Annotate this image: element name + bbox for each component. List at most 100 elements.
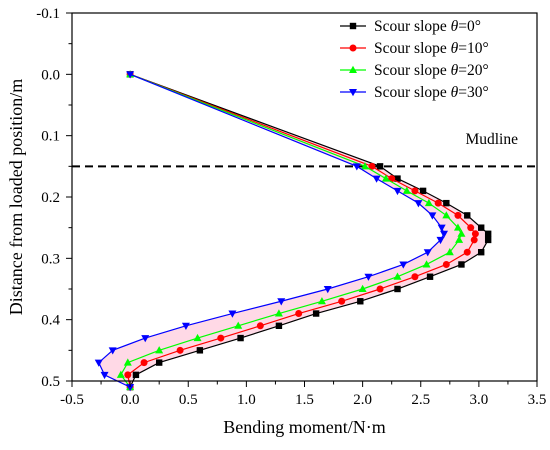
series-0-point-12 <box>394 285 401 293</box>
series-2-point-14 <box>274 309 283 317</box>
series-2-point-4 <box>424 198 433 207</box>
series-2-point-12 <box>358 284 367 292</box>
series-3-point-16 <box>141 335 150 343</box>
series-1-point-10 <box>442 260 450 268</box>
series-2-point-2 <box>381 174 390 182</box>
series-2-point-19 <box>116 370 125 378</box>
series-2-point-3 <box>402 186 411 194</box>
series-3-point-14 <box>228 310 237 318</box>
series-1-point-3 <box>411 187 419 195</box>
series-2-point-18 <box>123 358 132 366</box>
series-1-point-6 <box>467 224 475 232</box>
y-tick-label-2: 0.1 <box>41 129 60 145</box>
legend: Scour slope θ=0° Scour slope θ=10° Scour s… <box>340 18 489 101</box>
series-0-point-17 <box>196 347 204 354</box>
series-3-point-5 <box>428 212 437 220</box>
series-scour-slope-theta-20deg <box>116 70 466 391</box>
legend-item-scour-slope-theta-30deg: Scour slope θ=30° <box>340 84 489 101</box>
series-0-point-6 <box>478 224 485 231</box>
series-1-point-16 <box>217 334 225 342</box>
series-0-point-11 <box>426 273 434 280</box>
series-3-point-20 <box>126 384 135 392</box>
series-scour-slope-theta-0deg <box>126 71 492 391</box>
legend-item-scour-slope-theta-20deg: Scour slope θ=20° <box>340 62 489 79</box>
legend-marker-3 <box>349 89 357 97</box>
series-2-point-11 <box>393 272 402 280</box>
series-1-point-7 <box>471 230 479 238</box>
series-3-point-12 <box>323 286 332 294</box>
plot-background <box>72 13 537 381</box>
series-0-point-2 <box>394 175 401 182</box>
series-3-point-3 <box>393 187 402 196</box>
series-1-point-14 <box>295 310 303 318</box>
x-tick-label-8: 3.5 <box>528 392 547 408</box>
legend-label-3: Scour slope θ=30° <box>374 84 489 101</box>
legend-marker-2 <box>349 65 357 73</box>
y-tick-label-4: 0.3 <box>41 251 60 267</box>
series-1-point-5 <box>454 211 462 219</box>
series-1-point-4 <box>434 199 442 207</box>
series-0-point-1 <box>376 163 384 170</box>
series-2-point-16 <box>193 333 202 342</box>
x-tick-label-4: 1.5 <box>295 392 314 408</box>
series-3-point-18 <box>94 359 103 367</box>
series-0-point-5 <box>464 212 471 219</box>
series-1-point-8 <box>470 236 478 244</box>
legend-marker-0 <box>349 22 357 30</box>
series-0-point-14 <box>312 310 320 317</box>
series-0-point-8 <box>484 236 492 244</box>
series-0-point-13 <box>357 298 364 305</box>
series-3-point-6 <box>437 224 446 232</box>
series-2-point-10 <box>422 260 431 268</box>
legend-item-scour-slope-theta-10deg: Scour slope θ=10° <box>340 40 489 57</box>
legend-label-0: Scour slope θ=0° <box>374 18 481 35</box>
series-2-point-15 <box>234 321 243 329</box>
series-1-point-18 <box>140 359 148 367</box>
x-tick-label-3: 1.0 <box>237 392 256 408</box>
series-3-point-9 <box>423 249 432 257</box>
series-2-point-13 <box>317 297 326 305</box>
x-tick-label-5: 2.0 <box>353 392 372 408</box>
series-scour-slope-theta-30deg <box>94 71 448 392</box>
legend-item-scour-slope-theta-0deg: Scour slope θ=0° <box>340 18 481 35</box>
series-0-point-19 <box>132 371 140 379</box>
series-0-point-4 <box>443 199 450 207</box>
series-1-point-13 <box>338 297 346 305</box>
legend-label-2: Scour slope θ=20° <box>374 62 489 79</box>
legend-label-1: Scour slope θ=10° <box>374 40 489 57</box>
x-tick-label-6: 2.5 <box>411 392 430 408</box>
x-tick-label-0: -0.5 <box>60 392 84 408</box>
series-3-point-13 <box>277 298 286 306</box>
series-1-point-17 <box>176 346 184 354</box>
series-1-point-1 <box>368 162 376 170</box>
series-0-point-16 <box>237 334 244 342</box>
series-0-point-3 <box>419 187 427 195</box>
series-2-point-1 <box>360 162 369 170</box>
series-0-point-15 <box>275 322 283 329</box>
y-tick-label-5: 0.4 <box>41 313 60 329</box>
series-0-point-7 <box>484 230 492 237</box>
series-1-point-12 <box>376 285 384 293</box>
series-3-point-19 <box>100 371 109 380</box>
series-3-point-0 <box>126 71 135 79</box>
x-axis: -0.5 0.0 0.5 1.0 1.5 2.0 2.5 3.0 3.5 <box>60 381 546 408</box>
series-2-point-8 <box>455 235 464 243</box>
y-axis: -0.1 0.0 0.1 0.2 0.3 0.4 0.5 <box>36 6 72 390</box>
y-tick-label-1: 0.0 <box>41 67 60 83</box>
series-3-point-1 <box>352 163 361 171</box>
series-0-point-10 <box>458 261 465 268</box>
mudline-label: Mudline <box>465 131 518 148</box>
series-3-point-17 <box>108 347 117 355</box>
series-1-point-9 <box>463 248 471 256</box>
series-3-point-10 <box>399 261 408 269</box>
x-tick-label-1: 0.0 <box>121 392 140 408</box>
y-axis-title: Distance from loaded position/m <box>6 79 26 315</box>
y-tick-label-0: -0.1 <box>36 6 60 22</box>
series-2-point-17 <box>155 346 164 354</box>
y-tick-label-3: 0.2 <box>41 190 60 206</box>
series-3-point-8 <box>436 236 445 245</box>
x-axis-title: Bending moment/N·m <box>223 417 385 437</box>
series-2-point-5 <box>442 211 451 219</box>
